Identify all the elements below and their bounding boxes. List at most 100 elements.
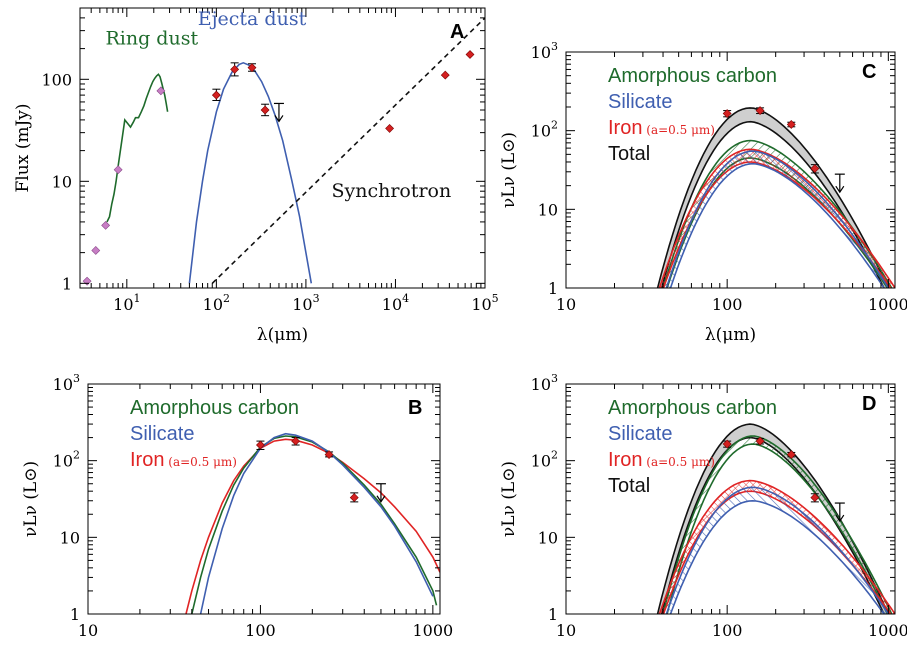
data-point xyxy=(101,220,111,230)
x-tick-label: 100 xyxy=(712,295,743,314)
series-green xyxy=(106,166,119,223)
y-axis-label: Flux (mJy) xyxy=(13,104,33,193)
y-tick-label: 10 xyxy=(538,528,558,547)
plot-frame xyxy=(565,383,896,615)
legend-entry: Amorphous carbon xyxy=(130,397,299,419)
x-tick-label: 1000 xyxy=(868,295,907,314)
panel-letter: A xyxy=(450,21,464,43)
y-axis-label: νLν (L⊙) xyxy=(499,132,519,208)
data-point xyxy=(722,439,732,449)
legend-entry: Silicate xyxy=(608,423,672,445)
data-point xyxy=(810,164,820,173)
panel-letter: D xyxy=(862,393,876,415)
y-tick-label: 102 xyxy=(531,119,558,141)
legend-entry: Total xyxy=(608,143,650,165)
legend-entry: Silicate xyxy=(130,423,194,445)
x-tick-label: 1000 xyxy=(868,621,907,640)
data-point xyxy=(230,64,240,74)
band-upper-green xyxy=(662,435,893,614)
plot-frame xyxy=(87,383,441,615)
y-tick-label: 103 xyxy=(53,372,80,394)
y-tick-label: 100 xyxy=(41,70,72,89)
band-upper-blue xyxy=(665,486,889,614)
upper-limit-arrow xyxy=(376,495,386,503)
annotation: Ejecta dust xyxy=(198,8,307,30)
data-point xyxy=(82,276,92,286)
band-lower-blue xyxy=(669,162,885,288)
x-tick-label: 100 xyxy=(245,621,276,640)
series-blue xyxy=(199,432,434,614)
data-point xyxy=(291,436,301,446)
legend-entry: Amorphous carbon xyxy=(608,397,777,419)
annotation: Synchrotron xyxy=(331,180,451,202)
data-point xyxy=(465,50,475,59)
band-lower-blue xyxy=(669,499,885,614)
band-upper-red xyxy=(658,479,895,614)
x-axis-label: λ(μm) xyxy=(257,325,308,345)
band-upper-red xyxy=(658,148,895,288)
data-point xyxy=(440,70,450,80)
series-red xyxy=(185,438,440,614)
plot-frame xyxy=(565,51,896,289)
x-tick-label: 105 xyxy=(471,292,498,314)
legend-entry: Silicate xyxy=(608,91,672,113)
x-tick-label: 10 xyxy=(556,621,576,640)
x-tick-label: 1000 xyxy=(413,621,454,640)
upper-limit-arrow xyxy=(274,115,284,123)
upper-limit-arrow xyxy=(835,185,845,194)
data-point xyxy=(256,440,265,450)
data-point xyxy=(156,86,166,96)
upper-limit-arrow xyxy=(835,514,845,523)
plot-area xyxy=(185,432,440,614)
x-tick-label: 104 xyxy=(382,292,409,314)
data-point xyxy=(260,105,270,115)
data-point xyxy=(722,109,732,118)
legend-entry: Iron (a=0.5 μm) xyxy=(130,449,237,471)
y-tick-label: 1 xyxy=(62,274,72,293)
plot-area xyxy=(82,17,485,286)
x-tick-label: 10 xyxy=(78,621,98,640)
data-point xyxy=(113,165,123,175)
y-tick-label: 10 xyxy=(538,200,558,219)
y-tick-label: 102 xyxy=(53,449,80,471)
x-tick-label: 10 xyxy=(556,295,576,314)
series-blue xyxy=(188,61,313,284)
y-tick-label: 102 xyxy=(531,449,558,471)
x-tick-label: 103 xyxy=(292,292,319,314)
x-axis-label: λ(μm) xyxy=(705,325,756,345)
x-tick-label: 101 xyxy=(113,292,140,314)
y-tick-label: 1 xyxy=(548,605,558,624)
plot-area xyxy=(656,423,895,614)
series-black xyxy=(211,17,485,284)
legend-entry: Total xyxy=(608,475,650,497)
data-point xyxy=(810,493,820,503)
panel-letter: B xyxy=(408,397,422,419)
data-point xyxy=(211,90,221,100)
band-upper-blue xyxy=(665,150,889,288)
data-point xyxy=(786,120,796,129)
data-point xyxy=(324,450,334,460)
plot-area xyxy=(656,106,895,288)
band-lower-green xyxy=(666,443,889,614)
data-point xyxy=(755,436,765,446)
y-tick-label: 1 xyxy=(548,279,558,298)
panel-a: 101 102 103 104 105 1 10 100 λ(μm) Flux (mJy) A Rin… xyxy=(13,7,499,345)
legend-entry: Amorphous carbon xyxy=(608,65,777,87)
band-upper-black xyxy=(656,107,890,288)
legend-entry: Iron (a=0.5 μm) xyxy=(608,117,715,139)
x-tick-label: 102 xyxy=(203,292,230,314)
legend-entry: Iron (a=0.5 μm) xyxy=(608,449,715,471)
panel-letter: C xyxy=(862,61,876,83)
y-axis-label: νLν (L⊙) xyxy=(499,461,519,537)
data-point xyxy=(349,493,359,503)
series-green xyxy=(117,73,169,167)
y-tick-label: 103 xyxy=(531,372,558,394)
y-axis-label: νLν (L⊙) xyxy=(21,461,41,537)
x-tick-label: 100 xyxy=(712,621,743,640)
data-point xyxy=(385,123,395,133)
data-point xyxy=(91,246,101,255)
